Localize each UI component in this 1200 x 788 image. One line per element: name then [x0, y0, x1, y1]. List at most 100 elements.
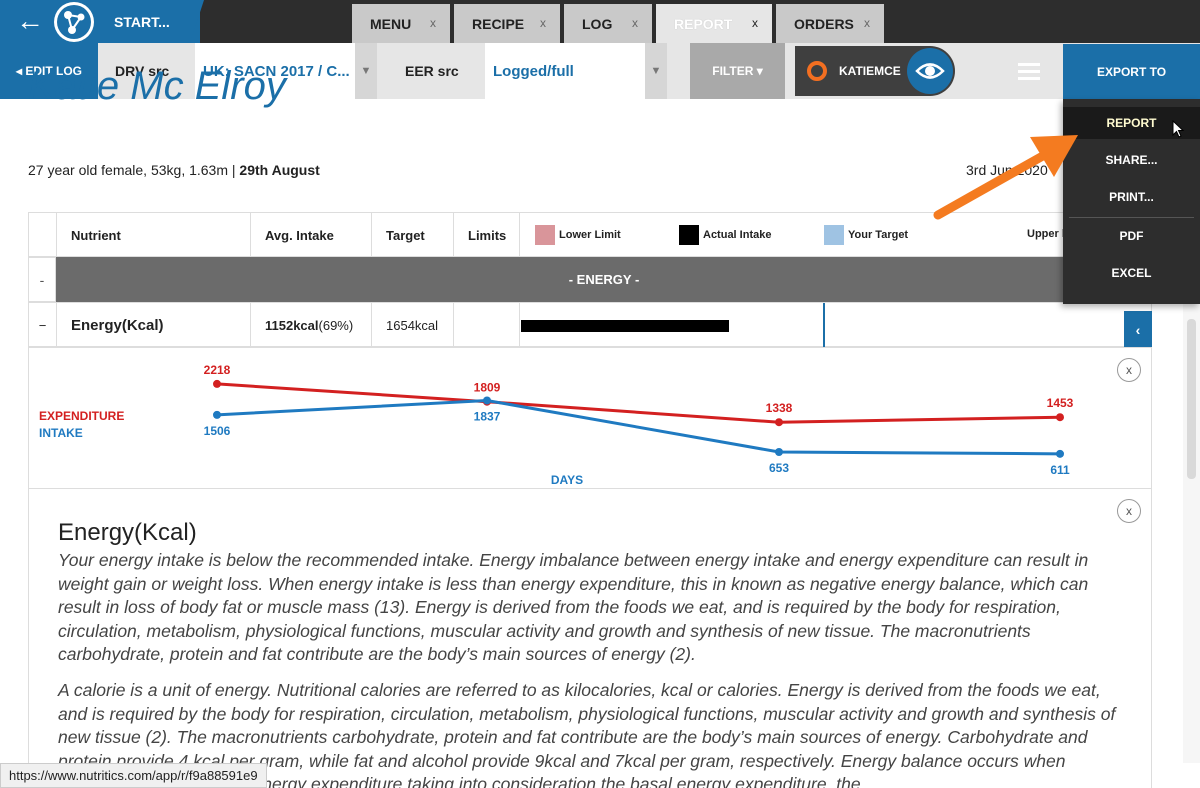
header-nutrient[interactable]: Nutrient — [57, 213, 251, 257]
table-row[interactable]: − Energy(Kcal) 1152kcal (69%) 1654kcal ‹ — [28, 302, 1152, 348]
legend-series-name: EXPENDITURE — [39, 409, 124, 423]
eer-source-label: EER src — [405, 63, 459, 79]
data-point[interactable] — [213, 410, 221, 419]
drv-caret-icon[interactable]: ▼ — [355, 43, 377, 99]
export-to-button[interactable]: EXPORT TO — [1063, 44, 1200, 99]
drv-source-select[interactable]: UK: SACN 2017 / C... — [195, 43, 355, 99]
status-bar-url: https://www.nutritics.com/app/r/f9a88591… — [0, 763, 267, 788]
mouse-cursor-icon — [1172, 120, 1185, 138]
report-date: 29th August — [239, 162, 320, 178]
data-label: 653 — [769, 461, 789, 475]
brand-area — [0, 0, 200, 43]
brand-fold — [190, 0, 204, 43]
tab-close-icon[interactable]: x — [632, 16, 638, 30]
data-label: 1809 — [474, 381, 501, 395]
tab-label: ORDERS — [794, 15, 854, 32]
legend-label: Lower Limit — [559, 229, 621, 241]
nutrient-name: Energy(Kcal) — [57, 303, 251, 347]
patient-name-heading: Katie Mc Elroy — [28, 64, 286, 108]
chart-close-button[interactable]: x — [1117, 358, 1141, 382]
legend-series-name: INTAKE — [39, 426, 83, 440]
expand-chevron-icon[interactable]: ‹ — [1124, 311, 1152, 348]
menu-item-report[interactable]: REPORT — [1063, 107, 1200, 139]
edit-log-button[interactable]: ◂ EDIT LOG — [0, 43, 98, 99]
x-axis-label: DAYS — [551, 473, 583, 487]
tab-report[interactable]: REPORT x — [656, 4, 772, 43]
drv-source-label: DRV src — [115, 63, 170, 79]
avg-intake-cell: 1152kcal (69%) — [251, 303, 372, 347]
legend-swatch — [824, 225, 844, 245]
settings-sliders-icon[interactable] — [1014, 57, 1044, 85]
legend-upper-limit: Upper l — [1027, 228, 1065, 240]
series-line-intake — [216, 398, 1061, 456]
data-label: 1338 — [766, 401, 793, 415]
data-point[interactable] — [775, 418, 783, 427]
menu-item-pdf[interactable]: PDF — [1119, 229, 1144, 243]
info-paragraph: Your energy intake is below the recommen… — [58, 550, 1089, 664]
data-label: 2218 — [204, 363, 231, 377]
eye-icon[interactable] — [907, 48, 953, 94]
data-label: 1506 — [204, 424, 231, 438]
eer-caret-icon[interactable]: ▼ — [645, 43, 667, 99]
avg-intake-percent: (69%) — [318, 317, 354, 333]
legend-label: Your Target — [848, 229, 909, 241]
user-chip[interactable]: KATIEMCE — [795, 46, 955, 96]
data-label: 1453 — [1047, 396, 1074, 410]
tab-menu[interactable]: MENU x — [352, 4, 450, 43]
header-limits[interactable]: Limits — [454, 213, 520, 257]
tab-close-icon[interactable]: x — [864, 16, 870, 30]
energy-info-panel: x Energy(Kcal) Your energy intake is bel… — [28, 489, 1152, 788]
back-arrow-icon[interactable]: ← — [16, 5, 44, 36]
tab-label: RECIPE — [472, 15, 525, 32]
energy-chart-panel: 2218 1809 1338 1453 EXPENDITURE 1506 1837 653 61… — [28, 347, 1152, 489]
data-point[interactable] — [1056, 449, 1064, 458]
legend-label: Actual Intake — [703, 229, 772, 241]
start-menu-button[interactable]: START... — [114, 14, 170, 30]
energy-line-chart: 2218 1809 1338 1453 EXPENDITURE 1506 1837 653 61… — [39, 363, 1074, 487]
data-point[interactable] — [775, 447, 783, 456]
group-collapse-button[interactable]: - — [28, 257, 56, 302]
group-label: - ENERGY - — [56, 257, 1152, 302]
legend-lower-limit: Lower Limit — [535, 225, 621, 245]
tab-orders[interactable]: ORDERS x — [776, 4, 884, 43]
menu-item-share[interactable]: SHARE... — [1105, 153, 1158, 167]
data-label: 1837 — [474, 409, 501, 423]
menu-item-print[interactable]: PRINT... — [1109, 190, 1154, 204]
patient-info: 27 year old female, 53kg, 1.63m | 29th A… — [28, 162, 320, 178]
scrollbar-thumb[interactable] — [1187, 319, 1196, 479]
tab-log[interactable]: LOG x — [564, 4, 652, 43]
header-target[interactable]: Target — [372, 213, 454, 257]
menu-item-excel[interactable]: EXCEL — [1111, 266, 1152, 280]
actual-intake-bar — [521, 320, 729, 332]
row-collapse-button[interactable]: − — [29, 303, 57, 347]
limits-cell — [454, 303, 520, 347]
energy-group-row: - - ENERGY - — [28, 257, 1152, 302]
legend-swatch — [679, 225, 699, 245]
series-line-expenditure — [216, 382, 1061, 424]
date-range: 3rd Jun 2020 - — [966, 162, 1057, 178]
filter-button[interactable]: FILTER ▾ — [690, 43, 785, 99]
patient-details: 27 year old female, 53kg, 1.63m | — [28, 162, 240, 178]
legend-label: Upper l — [1027, 228, 1065, 240]
data-point[interactable] — [483, 396, 491, 405]
target-marker — [823, 303, 825, 347]
tab-bar: MENU x RECIPE x LOG x REPORT x ORDERS x — [352, 4, 888, 43]
target-value: 1654kcal — [372, 303, 454, 347]
data-point[interactable] — [213, 379, 221, 388]
menu-divider — [1069, 217, 1194, 218]
header-avg-intake[interactable]: Avg. Intake — [251, 213, 372, 257]
report-toolbar: ◂ EDIT LOG DRV src UK: SACN 2017 / C... … — [0, 43, 1200, 99]
tab-label: MENU — [370, 15, 412, 32]
tab-close-icon[interactable]: x — [430, 16, 436, 30]
tab-close-icon[interactable]: x — [752, 16, 758, 30]
header-spacer — [29, 213, 57, 257]
tab-recipe[interactable]: RECIPE x — [454, 4, 560, 43]
eer-source-select[interactable]: Logged/full — [485, 43, 645, 99]
data-point[interactable] — [1056, 413, 1064, 422]
nutritics-logo-icon[interactable] — [54, 2, 94, 42]
legend-swatch — [535, 225, 555, 245]
nutrient-table-header: Nutrient Avg. Intake Target Limits Lower… — [28, 212, 1152, 257]
tab-close-icon[interactable]: x — [540, 16, 546, 30]
info-title: Energy(Kcal) — [58, 519, 197, 546]
info-close-button[interactable]: x — [1117, 499, 1141, 523]
